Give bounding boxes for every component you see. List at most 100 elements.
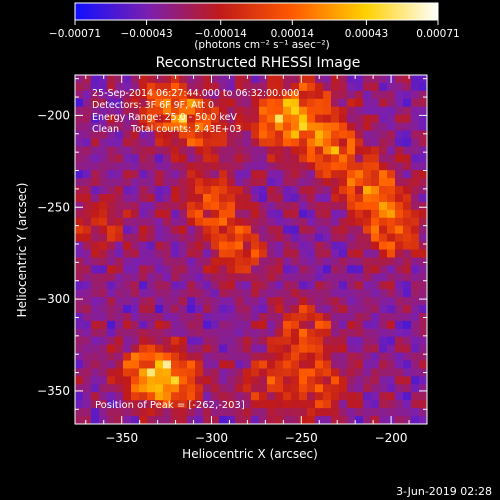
heatmap-cell (107, 138, 116, 147)
heatmap-cell (235, 297, 244, 306)
heatmap-cell (283, 75, 292, 84)
heatmap-cell (243, 178, 252, 187)
heatmap-cell (171, 162, 180, 171)
heatmap-cell (115, 209, 124, 219)
heatmap-cell (347, 146, 356, 155)
heatmap-cell (339, 130, 348, 139)
heatmap-cell (227, 162, 236, 171)
heatmap-cell (163, 146, 172, 155)
heatmap-cell (235, 138, 244, 147)
heatmap-cell (75, 122, 84, 131)
heatmap-cell (387, 138, 396, 147)
heatmap-cell (291, 265, 300, 274)
heatmap-cell (275, 186, 284, 195)
heatmap-cell (371, 384, 380, 393)
heatmap-cell (387, 114, 396, 123)
heatmap-cell (315, 384, 324, 393)
heatmap-cell (315, 281, 324, 290)
heatmap-cell (259, 352, 268, 361)
heatmap-cell (99, 170, 108, 179)
heatmap-cell (171, 178, 180, 187)
heatmap-cell (123, 289, 132, 298)
heatmap-cell (243, 98, 252, 108)
heatmap-cell (339, 114, 348, 123)
heatmap-cell (131, 368, 140, 377)
heatmap-cell (131, 320, 140, 330)
heatmap-cell (115, 138, 124, 147)
heatmap-cell (115, 408, 124, 417)
heatmap-cell (187, 75, 196, 84)
heatmap-cell (179, 233, 188, 242)
heatmap-cell (299, 82, 308, 92)
heatmap-cell (259, 312, 268, 322)
heatmap-cell (179, 225, 188, 235)
heatmap-cell (355, 90, 364, 100)
heatmap-cell (411, 376, 420, 385)
heatmap-cell (179, 352, 188, 361)
heatmap-cell (395, 193, 404, 203)
heatmap-cell (75, 146, 84, 155)
heatmap-cell (371, 281, 380, 290)
heatmap-cell (323, 225, 332, 235)
heatmap-cell (251, 201, 260, 211)
heatmap-cell (395, 249, 404, 258)
heatmap-cell (195, 217, 204, 227)
heatmap-cell (347, 312, 356, 322)
heatmap-cell (115, 400, 124, 409)
heatmap-cell (179, 193, 188, 203)
x-tick-label: −350 (105, 431, 138, 445)
heatmap-cell (155, 146, 164, 155)
heatmap-cell (387, 170, 396, 179)
heatmap-cell (363, 146, 372, 155)
heatmap-cell (347, 122, 356, 131)
colorbar (74, 2, 439, 21)
heatmap-cell (339, 344, 348, 354)
heatmap-cell (275, 154, 284, 163)
heatmap-cell (331, 281, 340, 290)
heatmap-cell (147, 90, 156, 100)
heatmap-cell (267, 400, 276, 409)
heatmap-cell (195, 320, 204, 330)
heatmap-cell (419, 114, 427, 123)
heatmap-cell (395, 336, 404, 346)
heatmap-cell (187, 193, 196, 203)
heatmap-cell (91, 344, 100, 354)
heatmap-cell (171, 170, 180, 179)
heatmap-cell (331, 384, 340, 393)
heatmap-cell (211, 98, 220, 108)
heatmap-cell (131, 241, 140, 250)
heatmap-cell (195, 178, 204, 187)
heatmap-cell (203, 352, 212, 361)
heatmap-cell (243, 312, 252, 322)
heatmap-cell (411, 106, 420, 116)
heatmap-cell (291, 162, 300, 171)
heatmap-cell (371, 376, 380, 385)
heatmap-cell (147, 233, 156, 242)
heatmap-cell (355, 281, 364, 290)
heatmap-cell (243, 400, 252, 409)
heatmap-cell (75, 368, 84, 377)
heatmap-cell (283, 201, 292, 211)
heatmap-cell (139, 392, 148, 401)
heatmap-cell (211, 146, 220, 155)
heatmap-cell (307, 98, 316, 108)
heatmap-cell (323, 368, 332, 377)
heatmap-cell (91, 360, 100, 369)
heatmap-cell (419, 106, 427, 116)
heatmap-cell (339, 352, 348, 361)
heatmap-cell (211, 320, 220, 330)
heatmap-cell (107, 186, 116, 195)
heatmap-cell (83, 122, 92, 131)
heatmap-cell (123, 170, 132, 179)
heatmap-cell (91, 154, 100, 163)
heatmap-cell (211, 265, 220, 274)
heatmap-cell (163, 209, 172, 219)
heatmap-cell (179, 241, 188, 250)
heatmap-cell (131, 114, 140, 123)
heatmap-cell (163, 408, 172, 417)
heatmap-cell (299, 138, 308, 147)
heatmap-cell (179, 376, 188, 385)
heatmap-cell (235, 344, 244, 354)
heatmap-cell (179, 249, 188, 258)
heatmap-cell (371, 82, 380, 92)
